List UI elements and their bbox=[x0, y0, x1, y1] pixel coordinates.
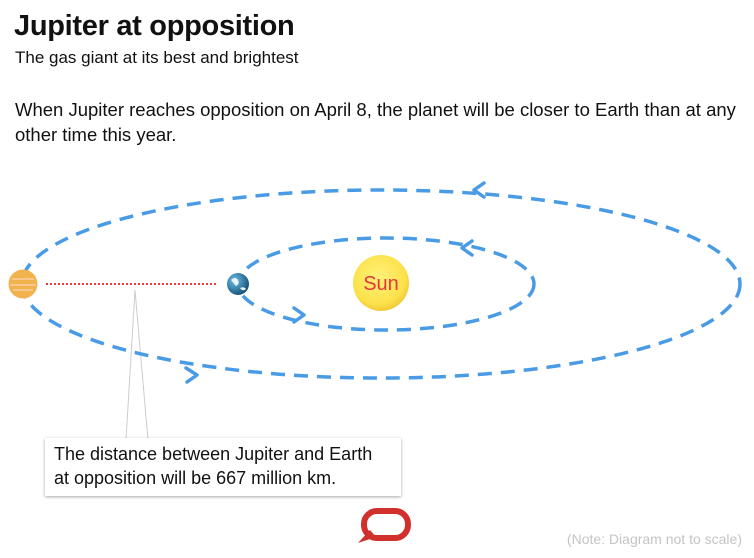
page-title: Jupiter at opposition bbox=[14, 10, 295, 42]
orbit-arrow-icon bbox=[472, 181, 486, 199]
sun-icon bbox=[353, 255, 409, 311]
description: When Jupiter reaches opposition on April… bbox=[15, 99, 736, 145]
jupiter-orbit bbox=[20, 188, 742, 380]
page-subtitle: The gas giant at its best and brightest bbox=[15, 48, 299, 67]
speech-bubble-logo-icon bbox=[358, 508, 411, 543]
callout-pointer bbox=[125, 289, 149, 441]
orbit-arrow-icon bbox=[460, 239, 474, 257]
earth-icon bbox=[227, 273, 249, 295]
distance-callout: The distance between Jupiter and Earth a… bbox=[45, 438, 401, 496]
scale-note: (Note: Diagram not to scale) bbox=[566, 531, 742, 547]
jupiter-icon bbox=[8, 269, 38, 299]
sun-label: Sun bbox=[363, 273, 399, 295]
orbit-arrow-icon bbox=[184, 366, 199, 384]
orbit-arrow-icon bbox=[292, 306, 306, 324]
